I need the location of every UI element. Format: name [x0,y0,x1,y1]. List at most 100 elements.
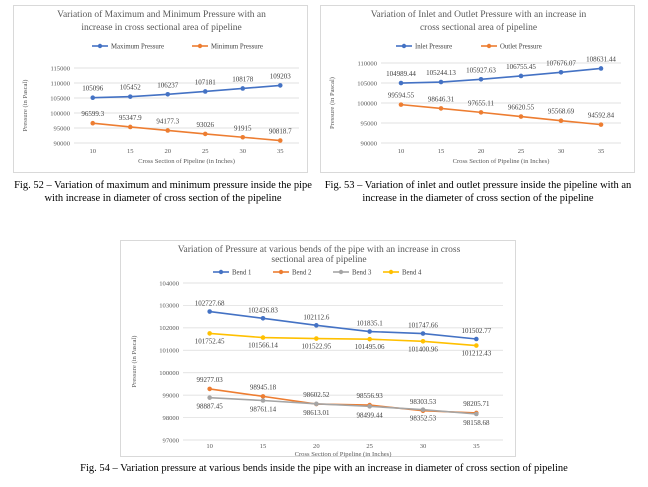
data-label: 98158.68 [463,419,490,427]
data-point [260,335,266,340]
data-label: 96599.3 [81,110,104,118]
data-label: 102426.83 [248,306,278,314]
series-line [209,310,477,340]
data-point [558,69,564,75]
data-label: 98646.31 [428,95,455,103]
legend-entry: Maximum Pressure [111,43,164,50]
data-label: 102727.68 [195,300,225,308]
x-tick-label: 25 [202,148,209,155]
data-point [260,315,266,321]
data-point [478,110,484,115]
chart-bends-pressure: Variation of Pressure at various bends o… [120,240,516,458]
y-tick-label: 104000 [159,280,179,287]
data-label: 98303.53 [410,398,437,406]
data-point [598,66,604,71]
data-point [240,134,246,140]
y-axis-label: Pressure (in Pascal) [22,79,29,131]
caption-fig-52: Fig. 52 – Variation of maximum and minim… [14,180,312,204]
data-point [90,95,96,101]
data-point [474,343,479,348]
data-label: 98602.52 [303,391,330,399]
data-point [207,309,212,314]
x-tick-label: 10 [206,443,213,450]
data-point [127,94,133,99]
legend-entry: Minimum Pressure [211,43,263,50]
y-axis-label: Pressure (in Pascal) [329,77,336,129]
data-label: 101522.95 [301,343,331,351]
data-point [367,336,372,342]
data-point [165,128,171,133]
data-label: 91915 [234,124,252,132]
x-tick-label: 30 [239,148,246,155]
chart-title: Variation of Pressure at various bends o… [178,244,461,255]
x-tick-label: 15 [438,148,445,155]
data-point [314,336,319,341]
x-tick-label: 20 [478,148,485,155]
x-tick-label: 15 [260,443,267,450]
data-point [277,138,283,143]
data-point [478,76,484,82]
data-label: 95568.69 [548,108,575,116]
series-line [92,84,281,99]
data-label: 105927.63 [466,66,496,74]
data-label: 97655.11 [468,99,494,107]
legend-entry: Bend 2 [292,269,312,276]
data-point [438,79,444,85]
data-point [240,86,246,91]
y-tick-label: 99000 [163,392,180,399]
chart-title: Variation of Maximum and Minimum Pressur… [57,9,266,20]
series-line [209,396,477,415]
y-tick-label: 95000 [54,125,71,132]
y-tick-label: 110000 [50,80,70,87]
x-axis-label: Cross Section of Pipeline (in Inches) [295,451,392,458]
data-point [314,323,319,328]
data-point [260,394,266,399]
series-line [209,332,477,347]
data-label: 101747.66 [408,322,438,330]
data-label: 98499.44 [357,411,384,419]
data-label: 101400.96 [408,345,438,353]
data-label: 105096 [82,85,104,93]
chart-title: sectional area of pipeline [271,254,366,265]
legend-marker [388,269,394,275]
x-tick-label: 35 [598,148,605,155]
data-point [398,102,404,107]
data-label: 99594.55 [388,92,415,100]
data-label: 101566.14 [248,342,278,350]
data-label: 93026 [197,121,215,129]
data-point [207,395,212,400]
chart-max-min-pressure: Variation of Maximum and Minimum Pressur… [13,5,308,173]
data-point [420,331,426,336]
data-point [207,331,212,336]
x-axis-label: Cross Section of Pipeline (in Inches) [453,158,550,165]
data-point [165,91,171,97]
data-point [277,83,283,88]
y-tick-label: 100000 [50,110,70,117]
data-point [398,80,404,86]
data-label: 101495.06 [355,343,385,351]
legend-marker [338,269,344,275]
chart-title: cross sectional area of pipeline [420,22,537,33]
data-point [474,336,479,342]
legend-marker [278,269,284,275]
y-tick-label: 102000 [159,325,179,332]
data-point [314,401,319,407]
y-tick-label: 95000 [361,120,378,127]
data-point [127,124,133,130]
y-tick-label: 100000 [159,370,179,377]
legend-marker [218,269,224,275]
y-tick-label: 110000 [357,60,377,67]
data-point [202,131,208,137]
x-axis-label: Cross Section of Pipeline (in Inches) [138,158,235,165]
x-tick-label: 35 [473,443,480,450]
data-label: 108631.44 [586,55,616,63]
data-label: 98613.01 [303,409,330,417]
data-label: 95347.9 [119,114,142,122]
data-label: 101835.1 [357,320,384,328]
caption-fig-53: Fig. 53 – Variation of inlet and outlet … [324,180,632,204]
data-label: 94592.84 [588,112,615,120]
data-label: 101502.77 [461,327,491,335]
data-label: 108178 [232,75,254,83]
data-label: 105244.13 [426,69,456,77]
data-point [438,106,444,111]
